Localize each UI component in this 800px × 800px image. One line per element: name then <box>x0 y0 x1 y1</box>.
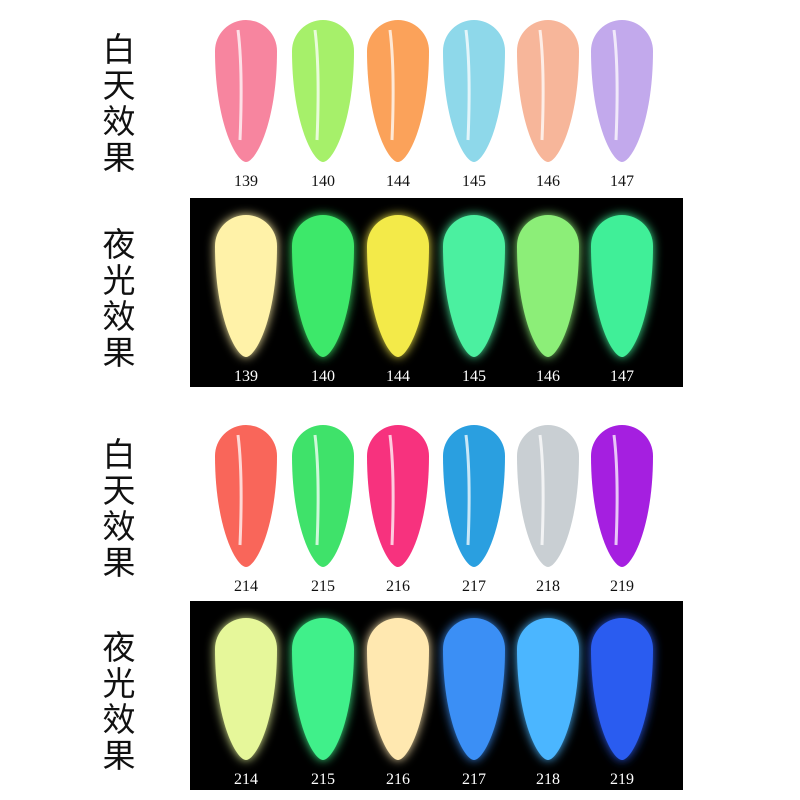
nail-swatch <box>367 618 429 760</box>
nail-swatch <box>591 20 653 162</box>
swatch-code: 215 <box>311 771 335 788</box>
nail-swatch <box>292 425 354 567</box>
nail-swatch <box>591 618 653 760</box>
swatch-code: 144 <box>386 368 410 385</box>
swatch-code: 216 <box>386 578 410 595</box>
nail-swatch <box>517 425 579 567</box>
nail-swatch <box>367 20 429 162</box>
nail-swatch <box>367 215 429 357</box>
nail-shine <box>464 434 471 546</box>
swatch-code: 215 <box>311 578 335 595</box>
swatch-code: 140 <box>311 173 335 190</box>
nail-shine <box>388 434 395 546</box>
swatch-code: 219 <box>610 771 634 788</box>
swatch-code: 219 <box>610 578 634 595</box>
nail-swatch <box>591 215 653 357</box>
nail-swatch <box>443 618 505 760</box>
swatch-code: 146 <box>536 173 560 190</box>
nail-shine <box>612 434 619 546</box>
swatch-code: 139 <box>234 368 258 385</box>
nail-shine <box>612 29 619 141</box>
swatch-code: 218 <box>536 578 560 595</box>
nail-swatch <box>292 215 354 357</box>
nail-shine <box>388 29 395 141</box>
nail-swatch <box>517 215 579 357</box>
nail-swatch <box>215 215 277 357</box>
section-label: 夜光效果 <box>97 227 136 371</box>
swatch-code: 218 <box>536 771 560 788</box>
nail-shine <box>538 434 545 546</box>
swatch-code: 144 <box>386 173 410 190</box>
nail-shine <box>236 434 243 546</box>
swatch-code: 217 <box>462 578 486 595</box>
nail-swatch <box>591 425 653 567</box>
nail-shine <box>236 29 243 141</box>
nail-swatch <box>443 425 505 567</box>
nail-swatch <box>367 425 429 567</box>
swatch-code: 147 <box>610 173 634 190</box>
nail-shine <box>538 29 545 141</box>
swatch-code: 139 <box>234 173 258 190</box>
section-label: 白天效果 <box>97 32 136 176</box>
nail-shine <box>464 29 471 141</box>
nail-swatch <box>443 20 505 162</box>
nail-swatch <box>292 20 354 162</box>
swatch-code: 146 <box>536 368 560 385</box>
nail-swatch <box>215 20 277 162</box>
nail-swatch <box>215 618 277 760</box>
section-label: 白天效果 <box>97 437 136 581</box>
section-label: 夜光效果 <box>97 630 136 774</box>
swatch-code: 145 <box>462 368 486 385</box>
nail-swatch <box>517 20 579 162</box>
nail-swatch <box>443 215 505 357</box>
nail-swatch <box>292 618 354 760</box>
swatch-code: 216 <box>386 771 410 788</box>
swatch-code: 214 <box>234 771 258 788</box>
nail-swatch <box>215 425 277 567</box>
swatch-code: 140 <box>311 368 335 385</box>
nail-swatch <box>517 618 579 760</box>
swatch-code: 217 <box>462 771 486 788</box>
swatch-code: 145 <box>462 173 486 190</box>
nail-shine <box>313 29 320 141</box>
swatch-code: 214 <box>234 578 258 595</box>
nail-shine <box>313 434 320 546</box>
swatch-code: 147 <box>610 368 634 385</box>
